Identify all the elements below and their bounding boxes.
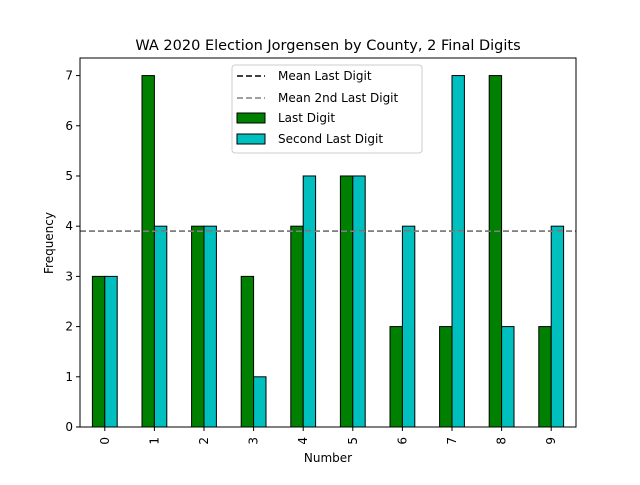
bar-last-digit-1 <box>141 75 155 428</box>
x-tick-label: 3 <box>247 437 261 445</box>
bar-second-last-digit-7 <box>451 75 465 428</box>
axes: 0 1 2 3 4 5 6 7 0 1 2 3 4 5 6 7 8 9 <box>65 69 558 445</box>
y-tick-label: 7 <box>65 69 73 83</box>
x-tick-label: 4 <box>296 437 310 445</box>
bar-second-last-digit-8 <box>501 326 515 428</box>
bar-second-last-digit-2 <box>203 225 217 428</box>
bar-second-last-digit-9 <box>550 225 565 428</box>
chart-title: WA 2020 Election Jorgensen by County, 2 … <box>135 38 520 54</box>
bar-second-last-digit-0 <box>104 275 118 428</box>
legend-label: Last Digit <box>278 111 335 125</box>
x-tick-label: 5 <box>346 437 360 445</box>
x-tick-label: 0 <box>98 437 112 445</box>
y-tick-label: 2 <box>65 320 73 334</box>
x-tick-label: 8 <box>495 437 509 445</box>
legend-box <box>231 64 423 154</box>
bar-last-digit-5 <box>339 175 354 428</box>
x-tick-label: 2 <box>197 437 211 445</box>
bar-second-last-digit-5 <box>352 175 366 428</box>
bar-second-last-digit-3 <box>253 376 267 428</box>
x-axis-label: Number <box>304 451 352 465</box>
bar-last-digit-3 <box>240 275 255 428</box>
bar-last-digit-7 <box>439 326 453 428</box>
bar-last-digit-0 <box>91 275 106 428</box>
bar-last-digit-6 <box>389 326 403 428</box>
y-tick-label: 4 <box>65 219 73 233</box>
legend-label: Mean Last Digit <box>278 69 372 83</box>
bar-last-digit-8 <box>488 75 503 428</box>
legend-bar-swatch <box>236 112 266 124</box>
legend-label: Second Last Digit <box>278 132 383 146</box>
y-axis-label: Frequency <box>42 212 56 274</box>
x-tick-label: 6 <box>395 437 409 445</box>
legend-label: Mean 2nd Last Digit <box>278 91 399 105</box>
y-tick-label: 6 <box>65 119 73 133</box>
legend-bar-swatch <box>236 133 266 145</box>
x-tick-label: 9 <box>544 437 558 445</box>
x-tick-label: 1 <box>147 437 161 445</box>
bar-second-last-digit-4 <box>302 175 317 428</box>
x-tick-label: 7 <box>445 437 459 445</box>
y-tick-label: 5 <box>65 169 73 183</box>
bar-last-digit-9 <box>538 326 552 428</box>
bar-second-last-digit-1 <box>153 225 168 428</box>
y-tick-label: 1 <box>65 370 73 384</box>
legend: Mean Last Digit Mean 2nd Last Digit Last D… <box>231 64 423 154</box>
y-tick-label: 0 <box>65 420 73 434</box>
axes-frame <box>79 57 577 428</box>
bar-second-last-digit-6 <box>401 225 416 428</box>
bar-last-digit-2 <box>191 225 205 428</box>
y-tick-label: 3 <box>65 269 73 283</box>
bar-last-digit-4 <box>290 225 304 428</box>
